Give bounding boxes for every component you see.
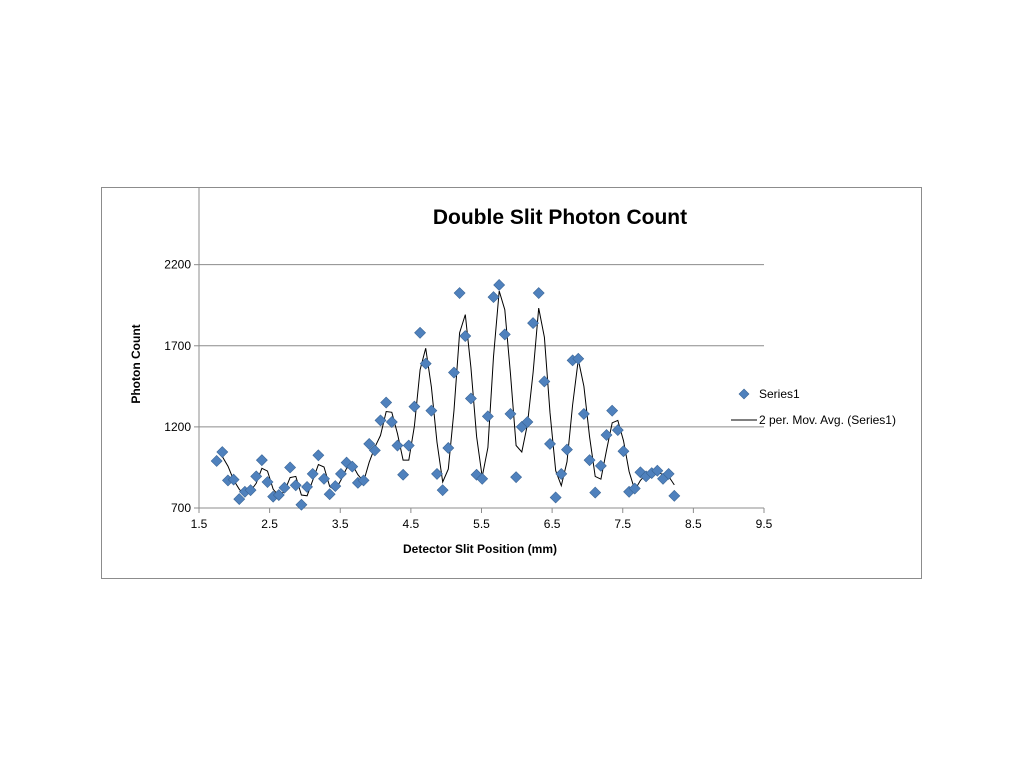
data-point-51 <box>498 328 511 341</box>
data-point-37 <box>419 357 432 370</box>
data-point-61 <box>555 468 568 480</box>
legend-diamond-marker <box>738 388 750 400</box>
data-point-49 <box>487 291 500 304</box>
data-point-26 <box>357 474 370 487</box>
data-point-74 <box>628 482 641 495</box>
data-point-78 <box>651 464 664 477</box>
data-point-48 <box>481 410 494 423</box>
x-tick-label-8.5: 8.5 <box>685 517 702 531</box>
data-point-4 <box>233 493 246 506</box>
gridlines <box>199 264 764 428</box>
y-tick-label-1700: 1700 <box>164 339 191 353</box>
data-point-28 <box>368 444 381 457</box>
data-point-59 <box>544 437 556 450</box>
x-tick-label-7.5: 7.5 <box>614 517 631 531</box>
data-point-68 <box>594 459 607 472</box>
data-point-58 <box>538 375 551 388</box>
data-point-21 <box>329 480 342 493</box>
data-point-29 <box>374 414 387 427</box>
data-point-19 <box>318 472 330 485</box>
data-point-71 <box>611 424 624 437</box>
data-point-50 <box>493 279 506 291</box>
chart-title: Double Slit Photon Count <box>433 206 687 229</box>
data-point-15 <box>295 498 308 511</box>
data-point-30 <box>380 396 393 409</box>
data-point-39 <box>431 468 443 480</box>
data-point-66 <box>583 454 596 467</box>
data-point-42 <box>448 366 460 379</box>
data-point-43 <box>453 287 466 299</box>
data-point-67 <box>589 486 602 499</box>
x-tick-label-2.5: 2.5 <box>261 517 278 531</box>
data-point-1 <box>216 446 229 458</box>
data-point-20 <box>323 488 336 501</box>
data-point-45 <box>464 392 477 405</box>
data-point-17 <box>306 468 319 480</box>
x-tick-label-4.5: 4.5 <box>403 517 420 531</box>
data-point-56 <box>527 317 539 329</box>
data-point-60 <box>549 491 562 504</box>
data-point-7 <box>250 470 263 483</box>
data-point-35 <box>408 400 421 413</box>
x-tick-label-3.5: 3.5 <box>332 517 349 531</box>
data-point-81 <box>668 489 681 502</box>
x-tick-label-1.5: 1.5 <box>191 517 208 531</box>
data-point-12 <box>278 481 291 494</box>
x-axis-title: Detector Slit Position (mm) <box>403 542 557 556</box>
data-point-62 <box>561 443 573 456</box>
data-point-55 <box>521 416 534 428</box>
data-point-41 <box>442 442 455 454</box>
chart-frame: Double Slit Photon Count 700 1200 1700 2200… <box>101 187 922 579</box>
x-tick-label-9.5: 9.5 <box>756 517 773 531</box>
tick-labels: 700 1200 1700 2200 1.5 2.5 3.5 4.5 5.5 6.5 7.5 8.5 9… <box>164 258 772 531</box>
legend: Series1 2 per. Mov. Avg. (Series1) <box>731 387 896 427</box>
data-point-80 <box>662 468 675 480</box>
data-point-13 <box>284 461 297 474</box>
data-point-64 <box>572 352 585 365</box>
series1-markers <box>210 279 681 511</box>
y-tick-label-1200: 1200 <box>164 420 191 434</box>
x-tick-label-6.5: 6.5 <box>544 517 561 531</box>
data-point-72 <box>617 445 630 458</box>
legend-label-trendline: 2 per. Mov. Avg. (Series1) <box>759 413 896 427</box>
data-point-11 <box>272 489 285 501</box>
double-slit-chart: Double Slit Photon Count 700 1200 1700 2200… <box>129 188 896 556</box>
data-point-40 <box>436 484 449 497</box>
data-point-8 <box>255 454 268 467</box>
data-point-32 <box>391 439 404 452</box>
data-point-22 <box>335 468 347 480</box>
data-point-31 <box>385 416 398 428</box>
data-point-0 <box>210 455 223 467</box>
data-point-38 <box>425 404 438 417</box>
data-point-44 <box>459 330 472 342</box>
data-point-6 <box>244 484 257 497</box>
data-point-9 <box>261 476 274 488</box>
data-point-14 <box>289 479 302 492</box>
data-point-27 <box>363 437 376 450</box>
data-point-69 <box>600 429 613 441</box>
y-axis-title: Photon Count <box>129 324 143 403</box>
data-point-34 <box>402 439 415 452</box>
data-point-3 <box>227 473 240 486</box>
data-point-36 <box>414 326 426 339</box>
data-point-53 <box>510 471 523 484</box>
y-tick-label-2200: 2200 <box>164 258 191 272</box>
data-point-52 <box>504 407 517 420</box>
data-point-24 <box>346 460 359 473</box>
y-tick-label-700: 700 <box>171 501 191 515</box>
data-point-33 <box>397 468 410 481</box>
data-point-70 <box>606 404 619 417</box>
legend-label-series1: Series1 <box>759 387 800 401</box>
data-point-57 <box>532 287 545 299</box>
x-tick-label-5.5: 5.5 <box>473 517 490 531</box>
data-point-47 <box>476 472 489 485</box>
data-point-18 <box>312 449 325 462</box>
axes <box>194 188 765 513</box>
data-point-65 <box>577 407 590 420</box>
data-point-16 <box>301 480 313 493</box>
